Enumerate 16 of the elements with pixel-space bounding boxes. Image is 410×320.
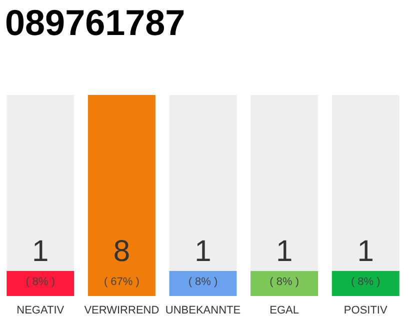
annotation: ( 8% ) xyxy=(350,276,380,288)
annotation: ( 67% ) xyxy=(104,276,140,288)
data-label: 1 xyxy=(276,235,293,268)
annotation: ( 8% ) xyxy=(188,276,218,288)
data-label: 1 xyxy=(357,235,374,268)
x-tick-label: POSITIV xyxy=(344,304,388,316)
x-tick-label: NEGATIV xyxy=(16,304,65,316)
x-tick-label: EGAL xyxy=(270,304,299,316)
annotation: ( 8% ) xyxy=(26,276,56,288)
data-label: 1 xyxy=(194,235,212,268)
annotation: ( 8% ) xyxy=(270,276,299,288)
data-label: 1 xyxy=(32,235,49,268)
x-tick-label: VERWIRREND xyxy=(84,304,160,316)
data-label: 8 xyxy=(113,235,130,268)
chart-title: 089761787 xyxy=(5,2,186,43)
x-tick-label: UNBEKANNTE xyxy=(165,304,241,316)
